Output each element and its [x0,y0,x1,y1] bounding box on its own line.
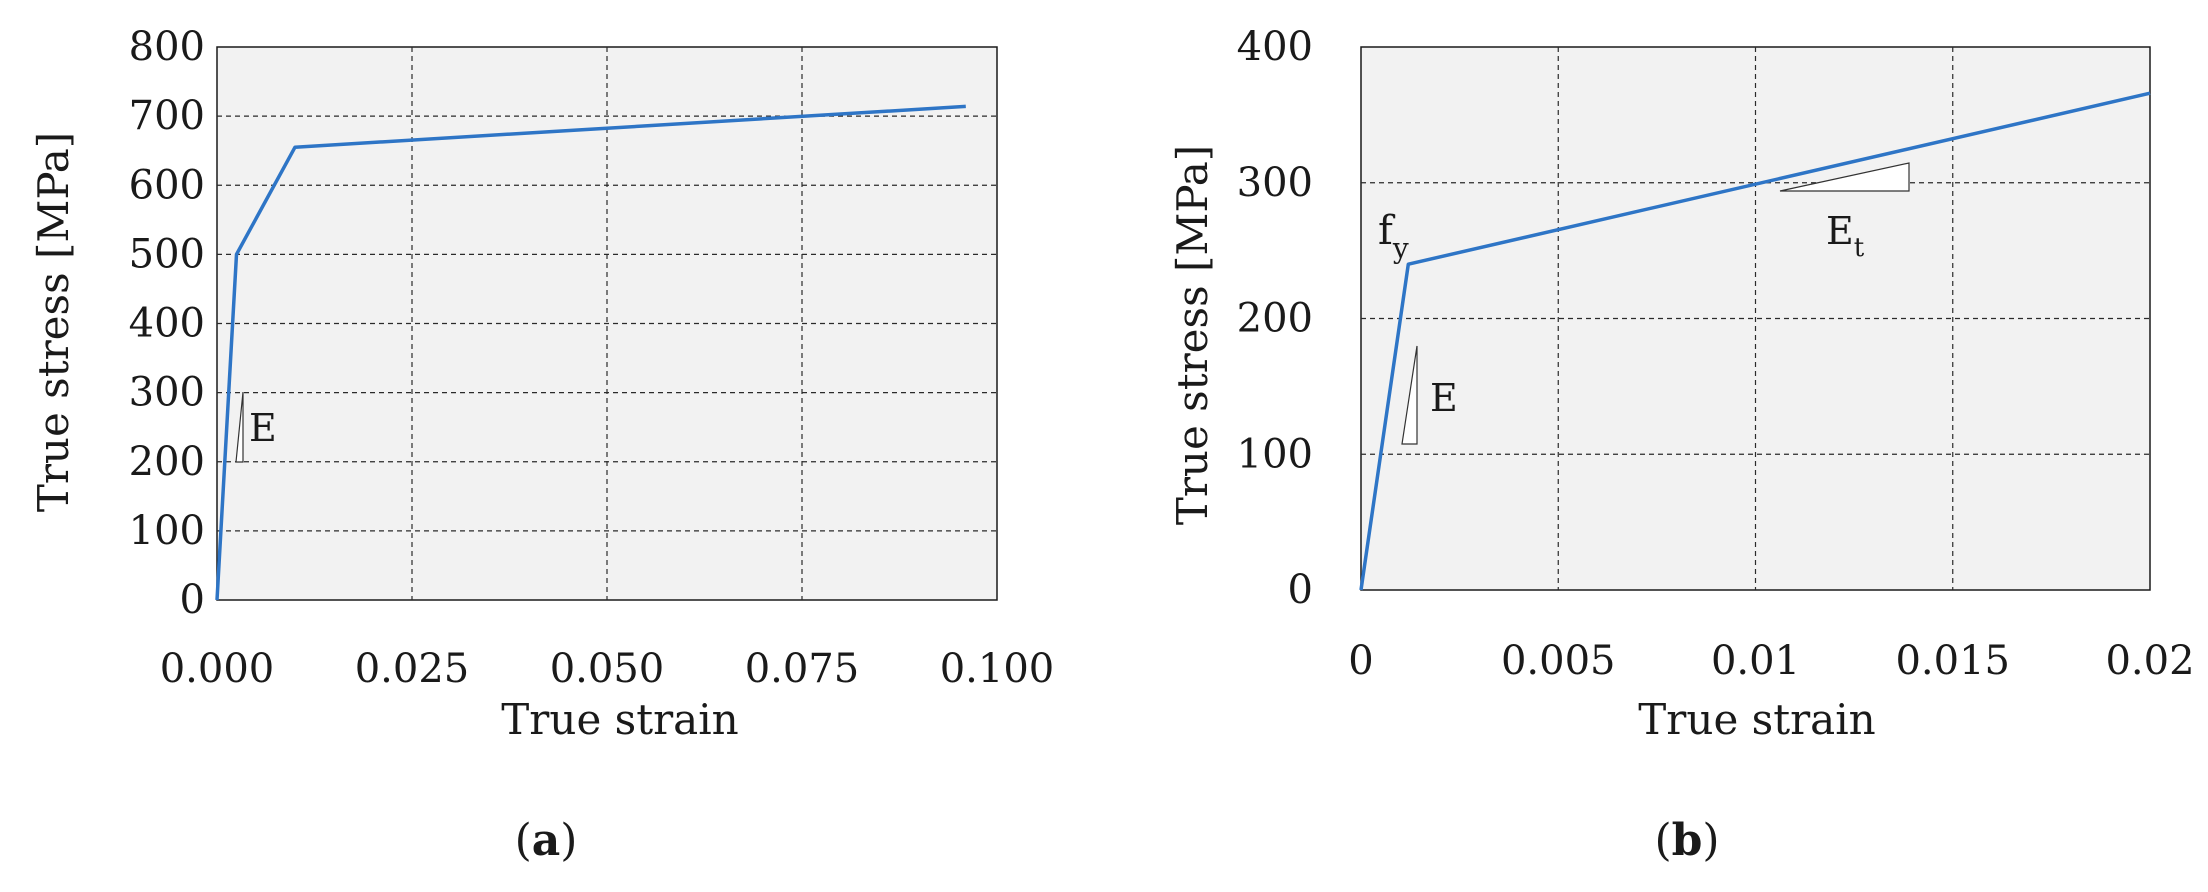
chart-a-y-tick-label: 200 [129,439,205,485]
chart-a-y-tick-label: 700 [129,93,205,139]
chart-a-slope-label: E [249,406,277,450]
chart-a-x-tick-label: 0.000 [160,646,275,692]
chart-a: 0 100 200 300 400 500 600 700 800 0.000 0.025 0.05… [29,24,1054,866]
chart-b-y-axis-title: True stress [MPa] [1168,145,1217,525]
chart-b: 0 100 200 300 400 0 0.005 0.01 0.015 0.02 fy E E… [1168,24,2195,866]
chart-a-slope-triangle [235,391,244,463]
chart-b-x-tick-labels: 0 0.005 0.01 0.015 0.02 [1348,638,2194,684]
chart-b-slope-triangle-e [1401,345,1418,445]
chart-a-x-tick-labels: 0.000 0.025 0.050 0.075 0.100 [160,646,1055,692]
chart-b-x-tick-label: 0.015 [1895,638,2010,684]
chart-b-slope-triangle-et [1779,162,1910,192]
chart-b-x-tick-label: 0.02 [2105,638,2194,684]
chart-a-series-line [215,104,966,601]
chart-b-fy-label: fy [1378,208,1409,265]
chart-a-y-tick-label: 300 [129,370,205,416]
chart-a-y-tick-label: 100 [129,508,205,554]
chart-a-y-axis-title: True stress [MPa] [29,132,78,512]
chart-b-x-tick-label: 0 [1348,638,1373,684]
chart-a-x-tick-label: 0.050 [550,646,665,692]
chart-b-x-tick-label: 0.005 [1501,638,1616,684]
chart-a-y-tick-labels: 0 100 200 300 400 500 600 700 800 [129,24,205,623]
chart-a-x-tick-label: 0.100 [940,646,1055,692]
chart-b-annotation-et: Et [1779,162,1910,263]
chart-a-y-tick-label: 800 [129,24,205,70]
chart-a-y-tick-label: 400 [129,301,205,347]
chart-b-y-tick-label: 100 [1237,431,1313,477]
chart-b-y-tick-label: 0 [1288,567,1313,613]
chart-a-annotation-e: E [235,391,277,463]
chart-a-y-tick-label: 600 [129,162,205,208]
chart-b-y-tick-label: 200 [1237,296,1313,342]
chart-a-x-tick-label: 0.025 [355,646,470,692]
chart-b-panel-label: (b) [1654,815,1719,866]
chart-b-x-axis-title: True strain [1638,695,1875,744]
chart-b-annotation-e: E [1401,345,1458,445]
chart-a-x-axis-title: True strain [501,695,738,744]
chart-b-annotation-fy: fy [1378,208,1409,265]
chart-a-x-tick-label: 0.075 [745,646,860,692]
chart-a-panel-label: (a) [515,815,578,866]
chart-b-y-tick-label: 400 [1237,24,1313,70]
chart-a-y-tick-label: 500 [129,231,205,277]
chart-a-gridlines [217,47,997,600]
chart-b-et-label: Et [1826,209,1865,263]
chart-b-x-tick-label: 0.01 [1711,638,1800,684]
chart-b-y-tick-labels: 0 100 200 300 400 [1237,24,1313,613]
chart-a-y-tick-label: 0 [180,577,205,623]
chart-b-series-line [1359,91,2151,591]
chart-b-y-tick-label: 300 [1237,160,1313,206]
chart-b-e-label: E [1430,376,1458,420]
